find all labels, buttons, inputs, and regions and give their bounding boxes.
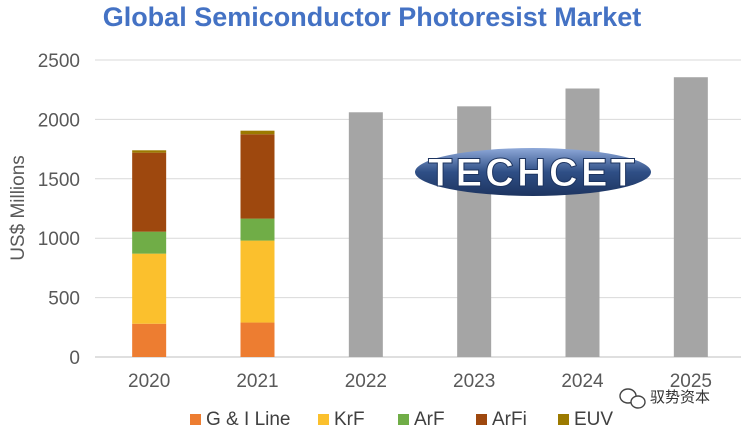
techcet-logo: TECHCET bbox=[415, 148, 651, 196]
legend-label: KrF bbox=[334, 409, 365, 430]
logo-text: TECHCET bbox=[428, 151, 638, 195]
legend-swatch bbox=[558, 414, 569, 425]
legend-label: ArFi bbox=[492, 409, 527, 430]
watermark: 驭势资本 bbox=[619, 388, 710, 409]
y-tick-labels: 0 500 1000 1500 2000 2500 bbox=[38, 51, 80, 369]
x-tick-label: 2021 bbox=[236, 371, 278, 392]
bar-segment bbox=[240, 322, 275, 357]
chart-title: Global Semiconductor Photoresist Market bbox=[103, 2, 642, 32]
bar-segment bbox=[673, 77, 708, 357]
bar-segment bbox=[132, 152, 167, 232]
x-tick-label: 2024 bbox=[561, 371, 604, 392]
legend-swatch bbox=[476, 414, 487, 425]
legend-label: EUV bbox=[574, 409, 613, 430]
bar-segment bbox=[132, 231, 167, 254]
y-tick-label: 1500 bbox=[38, 170, 80, 191]
x-tick-label: 2020 bbox=[128, 371, 170, 392]
wechat-icon bbox=[619, 388, 646, 409]
bar-segment bbox=[132, 150, 167, 153]
bar-segment bbox=[348, 112, 383, 357]
y-tick-label: 500 bbox=[48, 289, 80, 310]
legend-label: G & I Line bbox=[206, 409, 291, 430]
bar-segment bbox=[240, 240, 275, 323]
bar-segment bbox=[132, 253, 167, 324]
y-tick-label: 0 bbox=[69, 348, 80, 369]
legend: G & I Line KrF ArF ArFi EUV bbox=[190, 409, 613, 430]
x-tick-labels: 2020 2021 2022 2023 2024 2025 bbox=[128, 371, 712, 392]
y-tick-label: 1000 bbox=[38, 229, 80, 250]
legend-swatch bbox=[318, 414, 329, 425]
gridlines bbox=[95, 59, 741, 358]
bar-segment bbox=[565, 88, 600, 358]
bar-segment bbox=[240, 218, 275, 241]
x-tick-label: 2022 bbox=[345, 371, 387, 392]
x-tick-label: 2023 bbox=[453, 371, 495, 392]
y-axis-label: US$ Millions bbox=[8, 155, 29, 261]
bar-segment bbox=[132, 323, 167, 357]
watermark-text: 驭势资本 bbox=[650, 388, 710, 406]
bar-segment bbox=[240, 130, 275, 135]
legend-label: ArF bbox=[414, 409, 445, 430]
y-tick-label: 2500 bbox=[38, 51, 80, 72]
bar-segment bbox=[457, 106, 492, 357]
legend-swatch bbox=[190, 414, 201, 425]
x-tick-label: 2025 bbox=[670, 371, 712, 392]
bars bbox=[132, 77, 708, 358]
bar-segment bbox=[240, 134, 275, 219]
logo-backdrop bbox=[415, 148, 651, 196]
y-tick-label: 2000 bbox=[38, 110, 80, 131]
legend-swatch bbox=[398, 414, 409, 425]
